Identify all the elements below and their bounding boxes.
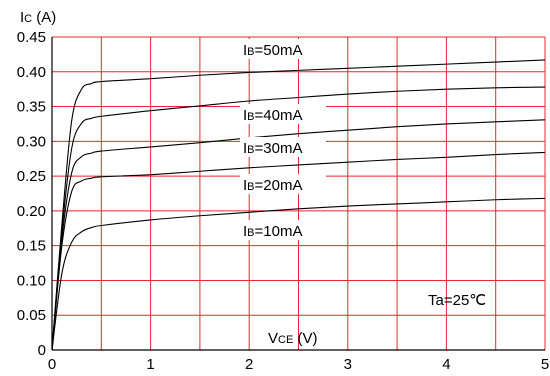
y-tick-label: 0.45 [17,29,46,46]
y-tick-label: 0.10 [17,272,46,289]
series-label-sub: B [247,227,254,239]
y-tick-label: 0 [38,342,46,359]
series-label-text: IB=20mA [243,177,302,194]
series-line-10ma [51,197,546,351]
x-tick-label: 0 [48,356,56,373]
x-tick-label: 2 [245,356,253,373]
y-axis-title-unit: (A) [32,9,56,26]
series-label-bg [240,220,326,240]
series-label-main: I [243,140,247,157]
y-tick-label: 0.15 [17,238,46,255]
series-label-bg [240,174,326,194]
series-label-value: =50mA [255,42,303,59]
series-label: IB=40mA [240,104,326,124]
y-axis-title-sub: C [24,13,32,25]
series-label-value: =10mA [255,223,303,240]
y-axis-title: IC (A) [20,9,56,26]
series-label-sub: B [247,144,254,156]
series-group [51,59,546,351]
series-label-text: IB=30mA [243,140,302,157]
series-label-value: =30mA [255,140,303,157]
series-label-bg [240,104,326,124]
series-label: IB=30mA [240,137,326,157]
x-tick-label: 1 [146,356,154,373]
series-label-text: IB=40mA [243,107,302,124]
axes: 0 0.05 0.10 0.15 0.20 0.25 0.30 0.35 0.40 0.45 0 1 2… [17,29,549,373]
series-label: IB=20mA [240,174,326,194]
series-line-40ma [51,86,546,351]
series-line-50ma [51,59,546,351]
series-line-20ma [51,151,546,351]
y-axis-title-main: I [20,9,24,26]
x-tick-label: 3 [344,356,352,373]
y-tick-label: 0.20 [17,203,46,220]
series-label-text: IB=10mA [243,223,302,240]
series-label-sub: B [247,181,254,193]
x-axis-title-sub: CE [278,334,293,346]
series-label-bg [240,39,326,59]
series-label-main: I [243,177,247,194]
temperature-annotation: Ta=25℃ [428,292,486,309]
series-label-main: I [243,42,247,59]
y-tick-label: 0.05 [17,307,46,324]
series-line-30ma [51,119,546,351]
series-label-sub: B [247,111,254,123]
y-tick-label: 0.25 [17,168,46,185]
x-tick-label: 4 [442,356,450,373]
series-label-value: =40mA [255,107,303,124]
y-tick-label: 0.30 [17,133,46,150]
x-axis-title-unit: (V) [293,330,317,347]
x-axis-title: VCE (V) [268,330,317,347]
series-label: IB=10mA [240,220,326,240]
y-tick-label: 0.40 [17,64,46,81]
series-label-bg [240,137,326,157]
y-tick-label: 0.35 [17,99,46,116]
series-label-main: I [243,107,247,124]
x-tick-label: 5 [541,356,549,373]
series-label: IB=50mA [240,39,326,59]
series-label-value: =20mA [255,177,303,194]
series-label-sub: B [247,46,254,58]
series-label-text: IB=50mA [243,42,302,59]
series-label-main: I [243,223,247,240]
x-axis-title-main: V [268,330,278,347]
